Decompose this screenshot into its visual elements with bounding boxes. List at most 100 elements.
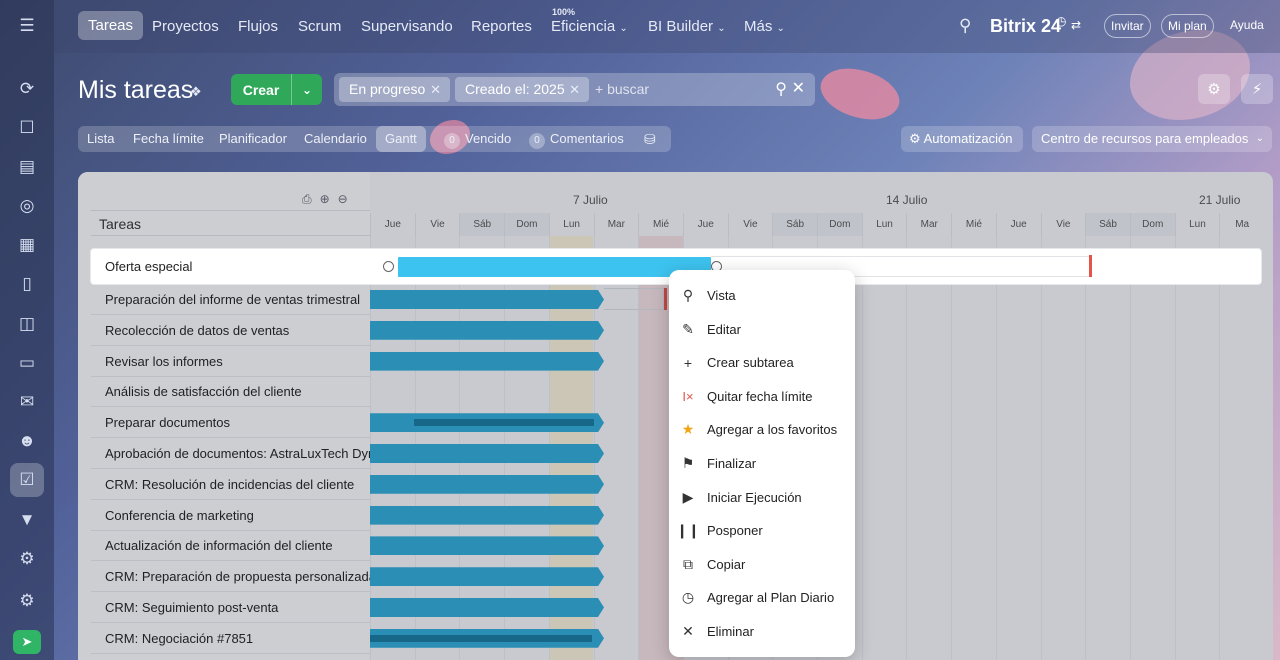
nav-bi-builder[interactable]: BI Builder ⌄ [648, 18, 726, 35]
tab-deadline[interactable]: Fecha límite [133, 131, 204, 146]
circle-icon[interactable]: ◎ [19, 196, 35, 215]
tab-planner[interactable]: Planificador [219, 131, 287, 146]
nav-tasks[interactable]: Tareas [78, 11, 144, 40]
task-row[interactable]: CRM: Preparación de propuesta personaliz… [91, 561, 370, 593]
calendar-icon[interactable]: ▦ [18, 235, 36, 254]
mail-icon[interactable]: ✉ [19, 392, 35, 411]
task-row[interactable]: Actualización de información del cliente [91, 530, 370, 562]
rocket-icon[interactable]: ➤ [13, 630, 41, 654]
filter-chip-in-progress[interactable]: En progreso ✕ [339, 77, 450, 102]
task-bar[interactable] [370, 475, 604, 494]
task-row[interactable]: Análisis de satisfacción del cliente [91, 376, 370, 408]
search-input[interactable]: + buscar [595, 81, 650, 97]
pin-icon[interactable]: ❖ [190, 84, 202, 99]
menu-item-agregar-al-plan-diario[interactable]: ◷ Agregar al Plan Diario [669, 581, 855, 614]
deadline-marker[interactable] [1089, 255, 1092, 277]
nav-projects[interactable]: Proyectos [152, 18, 219, 35]
create-button[interactable]: Crear ⌄ [231, 74, 322, 105]
chat-bubble-icon[interactable]: ⛁ [644, 131, 656, 147]
overdue-counter[interactable]: 0 Vencido [444, 131, 511, 149]
chat-icon[interactable]: ☐ [19, 118, 35, 137]
comments-counter[interactable]: 0 Comentarios [529, 131, 624, 149]
invite-button[interactable]: Invitar [1104, 14, 1151, 38]
menu-item-copiar[interactable]: ⧉ Copiar [669, 548, 855, 581]
tab-gantt[interactable]: Gantt [376, 126, 426, 152]
task-row[interactable]: Conferencia de marketing [91, 500, 370, 531]
filter-icon[interactable]: ▼ [18, 510, 36, 529]
help-link[interactable]: Ayuda [1230, 18, 1264, 32]
task-row[interactable]: CRM: Resolución de incidencias del clien… [91, 469, 370, 500]
menu-item-editar[interactable]: ✎ Editar [669, 313, 855, 346]
deadline-marker[interactable] [664, 288, 667, 310]
task-row[interactable]: Aprobación de documentos: AstraLuxTech D… [91, 438, 370, 469]
menu-item-finalizar[interactable]: ⚑ Finalizar [669, 447, 855, 480]
zoom-in-icon[interactable]: ⊕ [319, 192, 338, 206]
toggle-icon[interactable]: ⇄ [1071, 18, 1082, 32]
menu-item-iniciar-ejecución[interactable]: ▶ Iniciar Ejecución [669, 481, 855, 514]
left-sidebar: ☰ ⟳ ☐ ▤ ◎ ▦ ▯ ◫ ▭ ✉ ☻ ☑ ▼ ⚙ ⚙ ➤ [0, 0, 54, 660]
brand-logo[interactable]: Bitrix 24 [990, 16, 1062, 36]
nav-efficiency[interactable]: Eficiencia ⌄ [551, 18, 628, 35]
menu-item-eliminar[interactable]: ✕ Eliminar [669, 615, 855, 648]
settings-icon[interactable]: ⚙ [19, 591, 35, 610]
nav-supervising[interactable]: Supervisando [361, 18, 453, 35]
tab-list[interactable]: Lista [87, 131, 115, 146]
feed-icon[interactable]: ⟳ [19, 79, 35, 98]
document-icon[interactable]: ▯ [22, 274, 32, 293]
chevron-down-icon[interactable]: ⌄ [301, 82, 313, 97]
clock-icon[interactable]: ◷ [1056, 14, 1067, 28]
filter-search-box[interactable]: En progreso ✕ Creado el: 2025 ✕ + buscar ⚲… [334, 73, 815, 106]
comments-count: 0 [529, 133, 545, 149]
task-row[interactable]: Revisar los informes [91, 346, 370, 377]
selected-task-bar[interactable] [398, 257, 711, 277]
task-bar[interactable] [370, 290, 604, 309]
drive-icon[interactable]: ▭ [18, 353, 36, 372]
menu-item-posponer[interactable]: ❙❙ Posponer [669, 514, 855, 547]
automation-button[interactable]: ⚙ Automatización [901, 126, 1023, 152]
bar-start-handle[interactable] [383, 261, 394, 272]
menu-icon[interactable]: ☰ [19, 16, 35, 35]
zoom-out-icon[interactable]: ⊖ [337, 192, 356, 206]
menu-item-crear-subtarea[interactable]: + Crear subtarea [669, 346, 855, 379]
nav-more[interactable]: Más ⌄ [744, 18, 785, 35]
nav-efficiency-label: Eficiencia [551, 18, 616, 35]
print-icon[interactable]: ⎙ [302, 192, 320, 206]
task-row[interactable]: CRM: Negociación #7851 [91, 623, 370, 654]
lightning-icon[interactable]: ⚡ [1241, 74, 1273, 104]
close-icon[interactable]: ✕ [430, 82, 441, 97]
task-bar[interactable] [370, 352, 604, 371]
resources-center-button[interactable]: Centro de recursos para empleados ⌄ [1032, 126, 1272, 152]
my-plan-button[interactable]: Mi plan [1161, 14, 1214, 38]
task-row[interactable]: Preparación del informe de ventas trimes… [91, 284, 370, 315]
board-icon[interactable]: ◫ [18, 314, 36, 333]
close-icon[interactable]: ✕ [791, 80, 805, 97]
tasks-icon[interactable]: ☑ [10, 463, 44, 497]
nav-reports[interactable]: Reportes [471, 18, 532, 35]
docs-icon[interactable]: ▤ [18, 157, 36, 176]
task-bar[interactable] [370, 567, 604, 586]
tab-calendar[interactable]: Calendario [304, 131, 367, 146]
contacts-icon[interactable]: ☻ [18, 431, 36, 450]
robot-icon[interactable]: ⚙ [19, 549, 35, 568]
day-cell: Dom [817, 213, 862, 236]
nav-scrum[interactable]: Scrum [298, 18, 342, 35]
task-bar[interactable] [370, 598, 604, 617]
task-row[interactable]: Recolección de datos de ventas [91, 315, 370, 346]
search-icon[interactable]: ⚲ [775, 81, 787, 98]
task-bar[interactable] [370, 536, 604, 555]
task-row[interactable]: Preparar documentos [91, 407, 370, 439]
gear-icon[interactable]: ⚙ [1198, 74, 1230, 104]
nav-flows[interactable]: Flujos [238, 18, 279, 35]
search-icon[interactable]: ⚲ [959, 16, 972, 35]
task-row[interactable]: CRM: Seguimiento post-venta [91, 592, 370, 623]
close-icon[interactable]: ✕ [569, 82, 580, 97]
task-bar[interactable] [370, 506, 604, 525]
menu-item-quitar-fecha-límite[interactable]: I× Quitar fecha límite [669, 380, 855, 413]
menu-item-agregar-a-los-favoritos[interactable]: ★ Agregar a los favoritos [669, 413, 855, 446]
day-cell: Lun [1174, 213, 1220, 236]
menu-item-vista[interactable]: ⚲ Vista [669, 279, 855, 312]
task-bar[interactable] [370, 321, 604, 340]
task-bar[interactable] [370, 444, 604, 463]
gantt-tools: ⎙⊕⊖ [302, 192, 356, 207]
filter-chip-created[interactable]: Creado el: 2025 ✕ [455, 77, 589, 102]
